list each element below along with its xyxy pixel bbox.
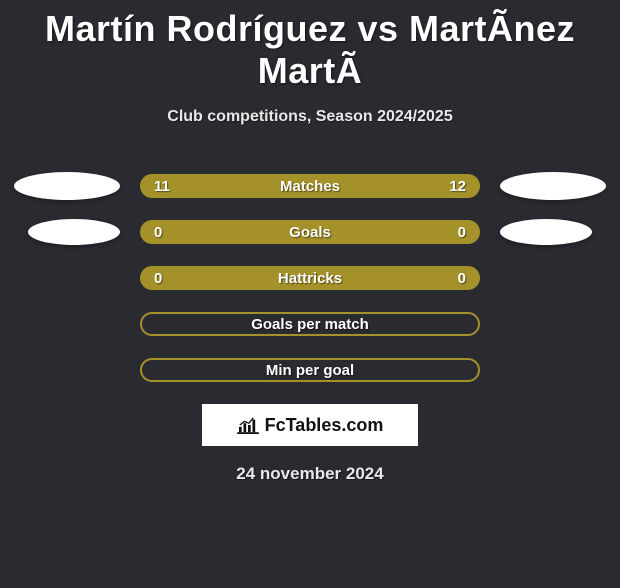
left-ellipse [14, 172, 120, 200]
spacer [14, 278, 120, 279]
stat-label: Goals per match [251, 316, 369, 333]
chart-icon [237, 416, 259, 434]
stat-label: Goals [289, 224, 331, 241]
stat-label: Min per goal [266, 362, 354, 379]
logo-text: FcTables.com [265, 415, 384, 436]
stat-right-value: 12 [449, 178, 466, 195]
stat-row: Goals per match [0, 312, 620, 336]
subtitle: Club competitions, Season 2024/2025 [0, 108, 620, 126]
stat-left-value: 0 [154, 224, 162, 241]
right-ellipse [500, 172, 606, 200]
spacer [500, 370, 606, 371]
left-ellipse [28, 219, 120, 245]
stat-label: Hattricks [278, 270, 342, 287]
spacer [14, 370, 120, 371]
date-text: 24 november 2024 [0, 464, 620, 484]
stat-left-value: 0 [154, 270, 162, 287]
logo: FcTables.com [237, 415, 384, 436]
stat-rows: 11 Matches 12 0 Goals 0 0 Hattricks 0 Goals per m… [0, 174, 620, 382]
logo-box: FcTables.com [202, 404, 418, 446]
stat-label: Matches [280, 178, 340, 195]
stat-row: 11 Matches 12 [0, 174, 620, 198]
spacer [14, 324, 120, 325]
stat-row: 0 Hattricks 0 [0, 266, 620, 290]
stat-bar: Min per goal [140, 358, 480, 382]
stat-right-value: 0 [458, 270, 466, 287]
stat-left-value: 11 [154, 178, 170, 195]
stat-bar: 0 Goals 0 [140, 220, 480, 244]
page-title: Martín Rodríguez vs MartÃ­nez MartÃ­ [0, 8, 620, 92]
stat-right-value: 0 [458, 224, 466, 241]
spacer [500, 324, 606, 325]
stat-bar: 0 Hattricks 0 [140, 266, 480, 290]
stat-row: Min per goal [0, 358, 620, 382]
stat-bar: 11 Matches 12 [140, 174, 480, 198]
stat-bar: Goals per match [140, 312, 480, 336]
stat-row: 0 Goals 0 [0, 220, 620, 244]
right-ellipse [500, 219, 592, 245]
spacer [500, 278, 606, 279]
